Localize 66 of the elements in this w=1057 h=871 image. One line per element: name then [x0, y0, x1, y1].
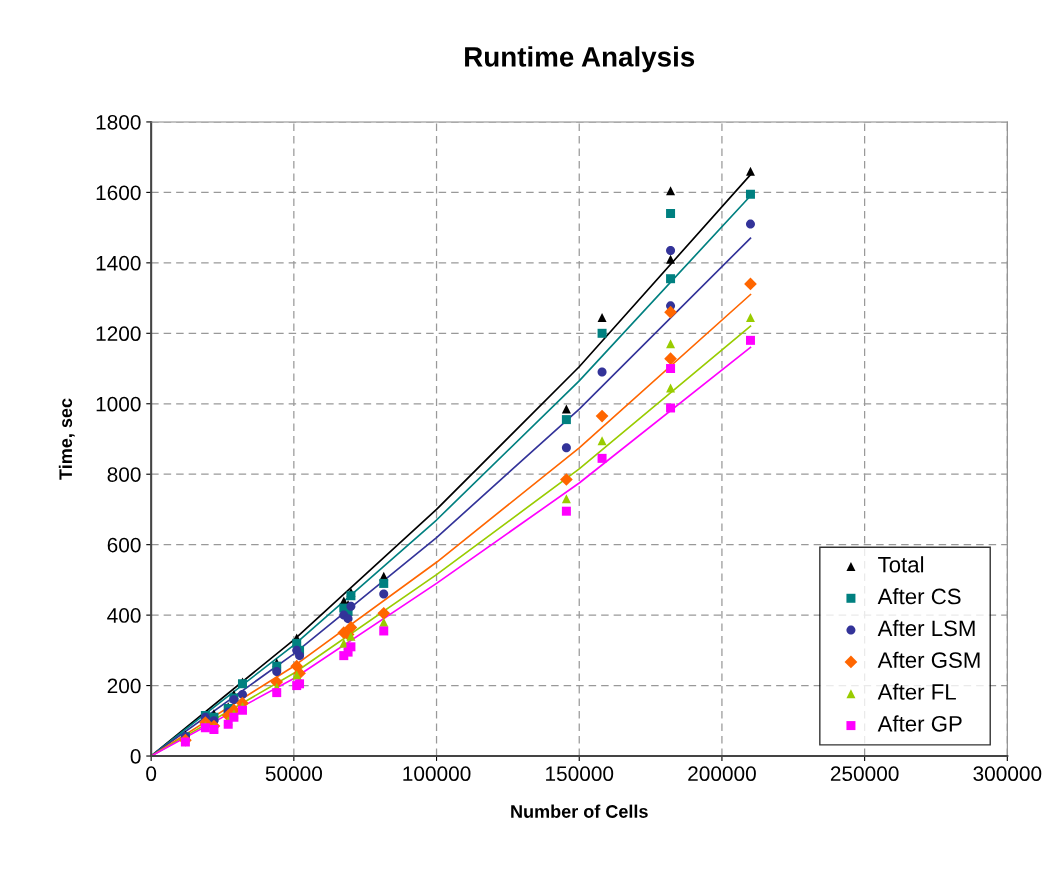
point [560, 473, 573, 486]
x-tick-label: 0 [146, 766, 157, 782]
y-tick-label: 800 [107, 467, 141, 482]
x-tick-label: 200000 [688, 766, 756, 782]
point [666, 339, 676, 349]
x-tick-label: 100000 [403, 766, 471, 782]
point [666, 274, 676, 284]
x-tick-label: 150000 [546, 766, 614, 782]
point [237, 689, 247, 699]
legend-label: After LSM [877, 619, 975, 637]
point [745, 189, 755, 199]
y-tick-label: 1800 [96, 114, 141, 130]
y-tick-label: 1200 [96, 326, 141, 342]
point [666, 383, 676, 393]
point [379, 578, 389, 588]
point [379, 589, 389, 599]
y-tick-label: 0 [130, 749, 141, 764]
x-tick-label: 300000 [973, 766, 1042, 782]
point [745, 335, 755, 345]
point [745, 166, 755, 176]
point [561, 443, 571, 453]
point [597, 436, 607, 446]
point [344, 621, 358, 634]
point [745, 312, 755, 322]
point [272, 688, 282, 698]
point [666, 186, 676, 196]
point [597, 453, 607, 463]
point [377, 606, 391, 620]
y-tick-label: 1000 [96, 396, 141, 412]
point [664, 305, 677, 319]
point [346, 591, 356, 601]
point [295, 651, 305, 661]
y-tick-label: 200 [107, 678, 141, 694]
x-tick-label: 250000 [830, 766, 899, 782]
y-tick-label: 600 [107, 537, 141, 553]
y-tick-label: 1600 [96, 185, 141, 201]
legend-label: After CS [877, 588, 961, 605]
point [561, 506, 571, 516]
legend-label: Total [878, 556, 924, 573]
point [180, 737, 190, 747]
point [597, 367, 607, 377]
chart-title: Runtime Analysis [465, 46, 695, 73]
y-tick-label: 400 [107, 608, 141, 623]
point [343, 614, 353, 624]
point [272, 666, 282, 676]
point [595, 409, 609, 423]
point [666, 364, 676, 374]
x-axis-title: Number of Cells [511, 804, 648, 818]
point [346, 631, 356, 641]
point [597, 328, 607, 338]
point [666, 403, 676, 413]
legend-label: After GSM [877, 651, 980, 668]
point [561, 404, 571, 414]
y-tick-label: 1400 [96, 255, 141, 271]
legend-label: After GP [877, 715, 962, 732]
point [666, 246, 676, 256]
point [379, 626, 389, 636]
x-tick-label: 50000 [265, 766, 322, 782]
point [745, 219, 755, 229]
point [666, 209, 676, 219]
legend-label: After FL [877, 683, 956, 700]
y-axis-title: Time, sec [58, 398, 75, 480]
point [666, 254, 676, 264]
point [664, 352, 677, 366]
point [597, 312, 607, 322]
point [561, 415, 571, 425]
